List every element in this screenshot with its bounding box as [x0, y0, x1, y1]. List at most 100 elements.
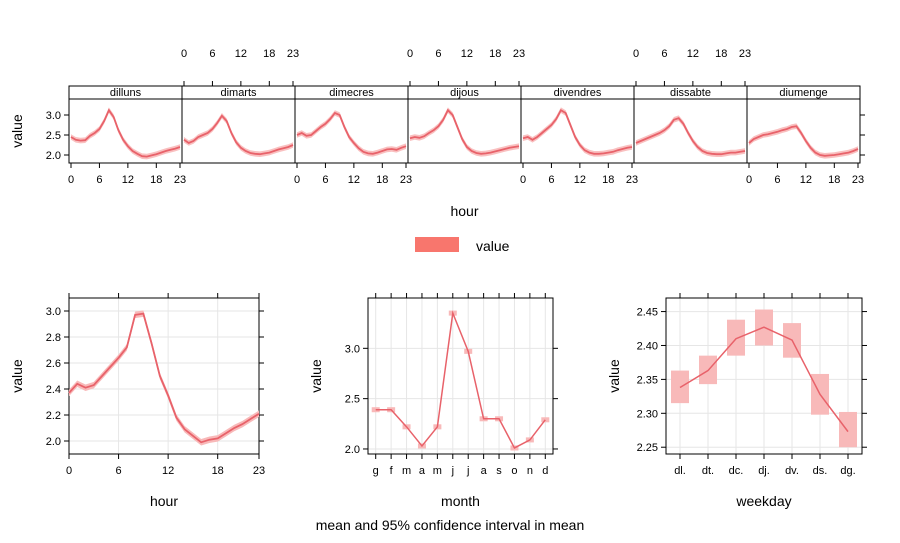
y-tick-label-2.45: 2.45 — [637, 307, 658, 319]
y-tick-label-2: 2.0 — [46, 436, 61, 448]
x-tick-label-dilluns-6: 6 — [96, 174, 102, 186]
x-tick-label-dissabte-6: 6 — [661, 48, 667, 60]
y-tick-label-3: 3.0 — [46, 110, 61, 122]
strip-label-dijous: dijous — [450, 87, 479, 99]
panel-frame — [68, 297, 260, 455]
series-line-diumenge — [748, 125, 859, 157]
ci-band-divendres — [523, 107, 632, 157]
x-tick-label-4: m — [433, 465, 442, 477]
x-tick-label-dissabte-23: 23 — [739, 48, 751, 60]
x-tick-label-dijous-18: 18 — [489, 48, 501, 60]
strip-label-diumenge: diumenge — [779, 87, 827, 99]
ci-band-dimecres — [297, 110, 406, 157]
x-tick-label-dimecres-12: 12 — [348, 174, 360, 186]
series-line-dilluns — [70, 108, 181, 158]
x-tick-label-2: dc. — [729, 465, 744, 477]
x-axis-label: hour — [150, 493, 178, 509]
y-axis-label: value — [606, 359, 622, 393]
legend-label: value — [476, 238, 510, 254]
x-tick-label-dimarts-0: 0 — [181, 48, 187, 60]
x-tick-label-dissabte-12: 12 — [687, 48, 699, 60]
y-tick-label-2.35: 2.35 — [637, 374, 658, 386]
series-line — [679, 326, 849, 433]
x-tick-label-dijous-0: 0 — [407, 48, 413, 60]
legend: value — [415, 237, 510, 254]
y-tick-label-2: 2.0 — [345, 444, 360, 456]
x-tick-label-diumenge-23: 23 — [852, 174, 864, 186]
panel-frame-dimecres — [294, 98, 409, 164]
y-tick-label-2.25: 2.25 — [637, 442, 658, 454]
series-line-dijous — [409, 108, 520, 155]
y-axis-label: value — [9, 114, 25, 148]
x-tick-label-0: dl. — [674, 465, 686, 477]
x-tick-label-dilluns-18: 18 — [150, 174, 162, 186]
x-tick-label-divendres-12: 12 — [574, 174, 586, 186]
x-tick-label-divendres-18: 18 — [602, 174, 614, 186]
y-tick-label-3: 3.0 — [345, 343, 360, 355]
x-tick-label-dilluns-0: 0 — [68, 174, 74, 186]
strip-label-divendres: divendres — [554, 87, 602, 99]
x-tick-label-4: dv. — [785, 465, 799, 477]
x-tick-label-divendres-0: 0 — [520, 174, 526, 186]
panel-frame-divendres — [520, 98, 635, 164]
series-line — [375, 310, 546, 449]
series-line-divendres — [522, 108, 633, 155]
y-tick-label-2.5: 2.5 — [46, 130, 61, 142]
x-tick-label-2: 12 — [162, 465, 174, 477]
y-tick-label-2.6: 2.6 — [46, 358, 61, 370]
strip-label-dimarts: dimarts — [220, 87, 257, 99]
x-tick-label-divendres-23: 23 — [626, 174, 638, 186]
y-tick-label-2.4: 2.4 — [46, 384, 61, 396]
x-tick-label-dimecres-6: 6 — [322, 174, 328, 186]
y-axis-label: value — [9, 359, 25, 393]
x-tick-label-3: dj. — [758, 465, 770, 477]
x-tick-label-1: 6 — [116, 465, 122, 477]
y-axis-label: value — [308, 359, 324, 393]
caption: mean and 95% confidence interval in mean — [316, 517, 585, 533]
x-tick-label-dimarts-12: 12 — [235, 48, 247, 60]
x-tick-label-2: m — [402, 465, 411, 477]
x-tick-label-1: dt. — [702, 465, 714, 477]
panel-frame-dijous — [407, 98, 522, 164]
x-tick-label-diumenge-6: 6 — [774, 174, 780, 186]
x-tick-label-dijous-6: 6 — [435, 48, 441, 60]
x-tick-label-diumenge-18: 18 — [828, 174, 840, 186]
x-tick-label-dilluns-23: 23 — [174, 174, 186, 186]
panel-frame-diumenge — [746, 98, 861, 164]
y-tick-label-2.3: 2.30 — [637, 408, 658, 420]
x-axis-label: weekday — [735, 493, 791, 509]
ci-box-dc. — [727, 319, 745, 356]
x-axis-label: month — [441, 493, 480, 509]
x-tick-label-dilluns-12: 12 — [122, 174, 134, 186]
weekday-panel: 2.25 2.30 2.35 2.40 2.45 dl. dt. dc. dj. dv. ds. dg… — [606, 293, 867, 509]
strip-label-dimecres: dimecres — [329, 87, 374, 99]
strip-label-dilluns: dilluns — [110, 87, 142, 99]
panel-frame — [367, 297, 554, 455]
series-line-dimecres — [296, 111, 407, 155]
x-tick-label-dijous-23: 23 — [513, 48, 525, 60]
y-tick-label-2: 2.0 — [46, 150, 61, 162]
hour-panel: 2.0 2.2 2.4 2.6 2.8 3.0 0 6 12 18 23 hour value — [9, 293, 265, 509]
x-tick-label-8: s — [496, 465, 502, 477]
series-line — [68, 312, 260, 444]
x-tick-label-0: 0 — [66, 465, 72, 477]
x-axis-label: hour — [450, 203, 478, 219]
x-tick-label-dimarts-18: 18 — [263, 48, 275, 60]
ci-band-dimarts — [184, 113, 293, 157]
y-tick-label-3: 3.0 — [46, 306, 61, 318]
x-tick-label-dimecres-23: 23 — [400, 174, 412, 186]
x-tick-label-6: j — [466, 465, 469, 477]
x-tick-label-dimarts-23: 23 — [287, 48, 299, 60]
panel-frame-dimarts — [181, 98, 296, 164]
x-tick-label-3: a — [419, 465, 426, 477]
series-line-dimarts — [183, 114, 294, 156]
ci-box-dg. — [839, 411, 857, 448]
x-tick-label-diumenge-12: 12 — [800, 174, 812, 186]
x-tick-label-dijous-12: 12 — [461, 48, 473, 60]
legend-swatch — [415, 237, 459, 252]
y-tick-label-2.2: 2.2 — [46, 410, 61, 422]
ci-band — [69, 310, 259, 446]
